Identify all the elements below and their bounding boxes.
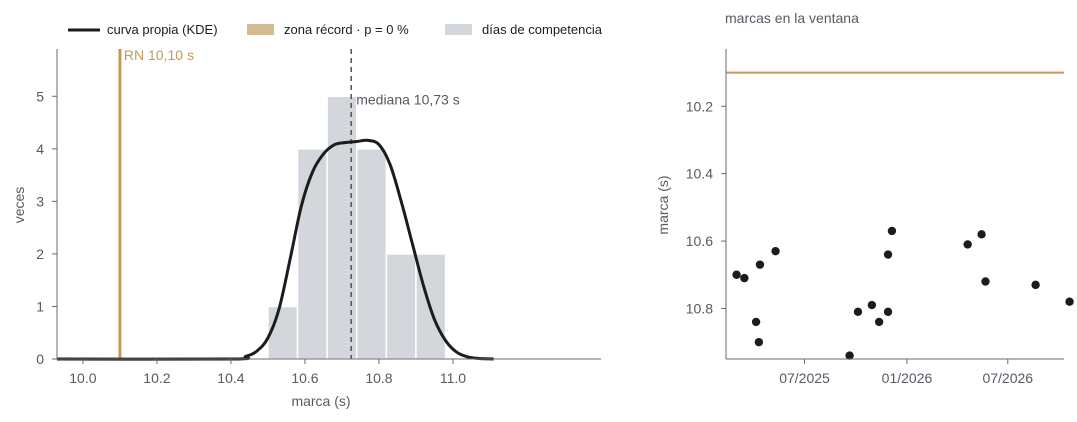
scatter-point-17 — [1031, 280, 1040, 290]
y-tick-label: 0 — [36, 351, 44, 367]
y-tick-label: 4 — [36, 141, 44, 157]
x-axis-label: marca (s) — [291, 393, 350, 409]
left-ticks: 10.0 10.2 10.4 10.6 10.8 11.0 0 1 2 3 4 5 — [36, 88, 466, 386]
scatter-panel: marcas en la ventana 07/2025 01/2026 07/20… — [655, 10, 1074, 386]
right-axes — [725, 49, 1064, 360]
scatter-y-tick-label: 10.4 — [686, 166, 713, 182]
scatter-y-tick-label: 10.6 — [686, 233, 713, 249]
scatter-point-12 — [883, 250, 893, 259]
record-line-label: RN 10,10 s — [124, 47, 194, 63]
y-tick-label: 3 — [36, 193, 44, 209]
scatter-title: marcas en la ventana — [725, 10, 859, 26]
y-axis-label: veces — [11, 187, 27, 224]
scatter-point-13 — [887, 226, 897, 236]
scatter-point-8 — [853, 307, 863, 317]
x-tick-label: 10.2 — [143, 370, 170, 386]
y-tick-label: 5 — [36, 88, 44, 104]
scatter-point-1 — [732, 270, 741, 279]
scatter-point-6 — [771, 246, 780, 256]
reference-lines — [118, 49, 353, 359]
scatter-point-10 — [874, 317, 884, 327]
scatter-x-tick-label: 01/2026 — [882, 370, 933, 386]
x-tick-label: 10.4 — [217, 370, 244, 386]
y-tick-label: 2 — [36, 246, 44, 262]
left-axes — [56, 49, 601, 360]
scatter-x-tick-label: 07/2026 — [982, 370, 1033, 386]
scatter-y-axis-label: marca (s) — [655, 175, 671, 234]
histogram-bar-1 — [267, 305, 299, 360]
legend-kde-label: curva propia (KDE) — [107, 22, 218, 37]
legend: curva propia (KDE) zona récord · p = 0 %… — [68, 22, 603, 37]
scatter-point-18 — [1065, 297, 1074, 306]
histogram-bar-4 — [356, 148, 388, 360]
histogram-panel: 10.0 10.2 10.4 10.6 10.8 11.0 0 1 2 3 4 5 RN 10,10 … — [11, 47, 601, 409]
scatter-point-2 — [740, 273, 749, 283]
scatter-point-14 — [963, 240, 972, 249]
scatter-y-tick-label: 10.2 — [686, 98, 713, 114]
right-ticks: 07/2025 01/2026 07/2026 10.2 10.4 10.6 10.8 — [686, 98, 1034, 386]
kde-curve — [56, 138, 494, 361]
scatter-point-5 — [755, 260, 765, 269]
median-line-label: mediana 10,73 s — [356, 91, 460, 107]
scatter-point-3 — [751, 317, 761, 327]
scatter-point-11 — [883, 307, 893, 317]
legend-record-swatch — [247, 24, 274, 35]
legend-hist-swatch — [445, 24, 472, 35]
legend-record-label: zona récord · p = 0 % — [284, 22, 409, 37]
x-tick-label: 10.8 — [365, 370, 392, 386]
x-tick-label: 10.0 — [69, 370, 96, 386]
y-tick-label: 1 — [36, 298, 44, 314]
scatter-x-tick-label: 07/2025 — [779, 370, 830, 386]
scatter-points — [732, 226, 1074, 360]
scatter-point-15 — [977, 230, 986, 239]
scatter-y-tick-label: 10.8 — [686, 300, 713, 316]
scatter-point-4 — [754, 337, 764, 347]
legend-hist-label: días de competencia — [482, 22, 603, 37]
histogram-bar-5 — [385, 253, 417, 360]
histogram-bars — [267, 95, 447, 360]
x-tick-label: 10.6 — [291, 370, 318, 386]
scatter-point-9 — [867, 300, 877, 310]
histogram-bar-2 — [296, 148, 328, 360]
scatter-point-7 — [845, 351, 854, 360]
scatter-point-16 — [981, 277, 990, 286]
histogram-bar-3 — [326, 95, 358, 360]
x-tick-label: 11.0 — [440, 370, 466, 386]
